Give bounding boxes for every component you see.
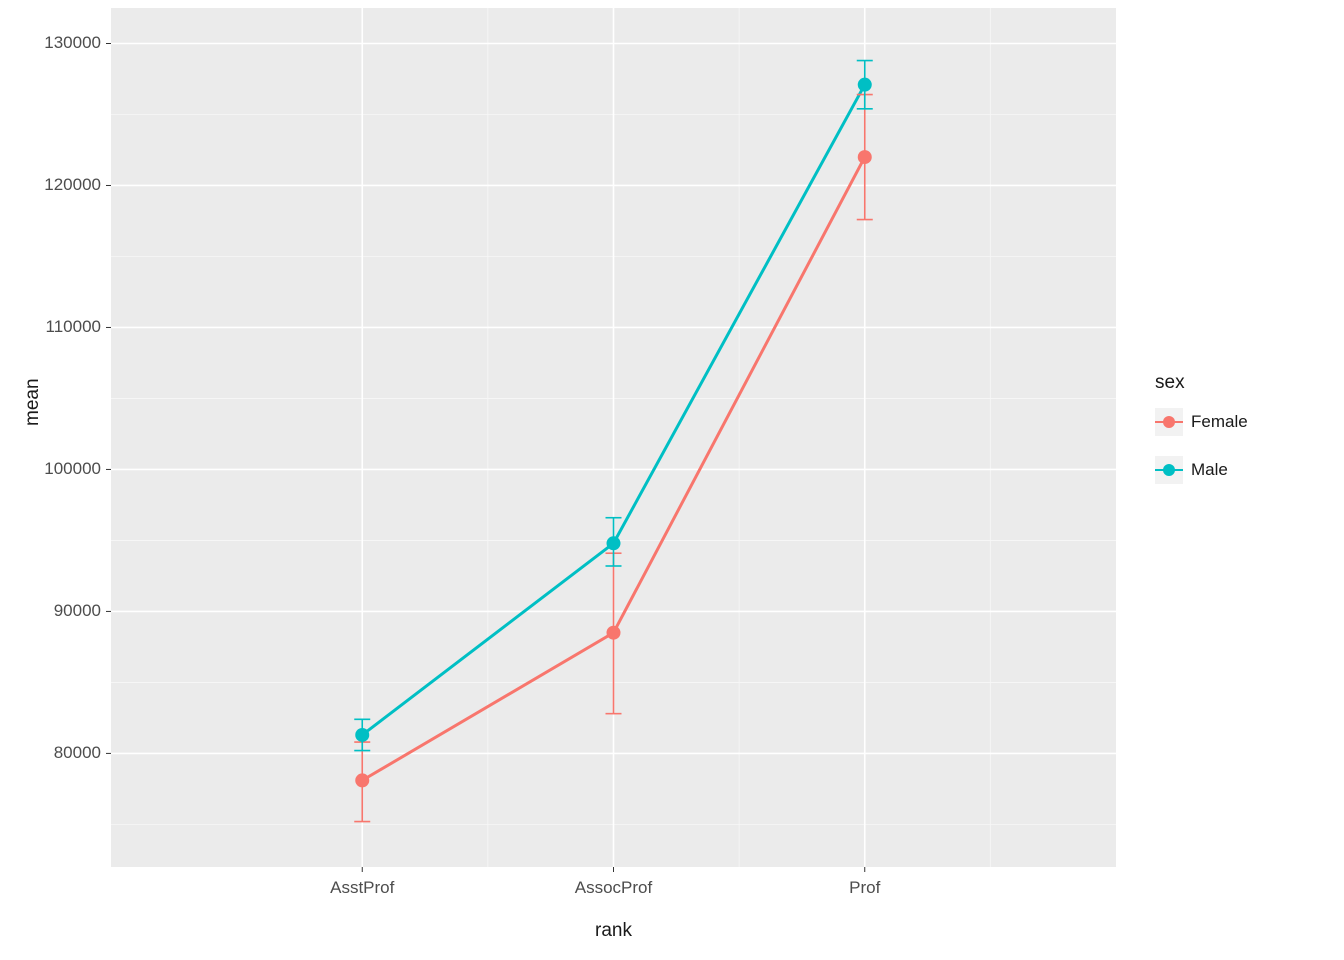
x-axis-title: rank xyxy=(595,920,632,942)
legend-label-female: Female xyxy=(1191,412,1248,432)
legend-key-female xyxy=(1155,408,1183,436)
y-tick-label: 130000 xyxy=(44,33,101,53)
legend-title: sex xyxy=(1155,372,1185,394)
legend-dot-male xyxy=(1163,464,1175,476)
y-tick-label: 80000 xyxy=(54,743,101,763)
chart-svg xyxy=(0,0,1344,960)
x-tick-label: AssocProf xyxy=(575,878,652,898)
legend-item-male: Male xyxy=(1155,456,1228,484)
legend-label-male: Male xyxy=(1191,460,1228,480)
y-tick-label: 100000 xyxy=(44,459,101,479)
y-tick-label: 120000 xyxy=(44,175,101,195)
y-axis-title: mean xyxy=(22,378,44,426)
legend-item-female: Female xyxy=(1155,408,1248,436)
x-tick-label: AsstProf xyxy=(330,878,394,898)
x-tick-label: Prof xyxy=(849,878,880,898)
chart-container: mean rank sex Female Male 80000 90000 10… xyxy=(0,0,1344,960)
legend-dot-female xyxy=(1163,416,1175,428)
y-tick-label: 110000 xyxy=(46,317,101,337)
legend-key-male xyxy=(1155,456,1183,484)
y-tick-label: 90000 xyxy=(54,601,101,621)
